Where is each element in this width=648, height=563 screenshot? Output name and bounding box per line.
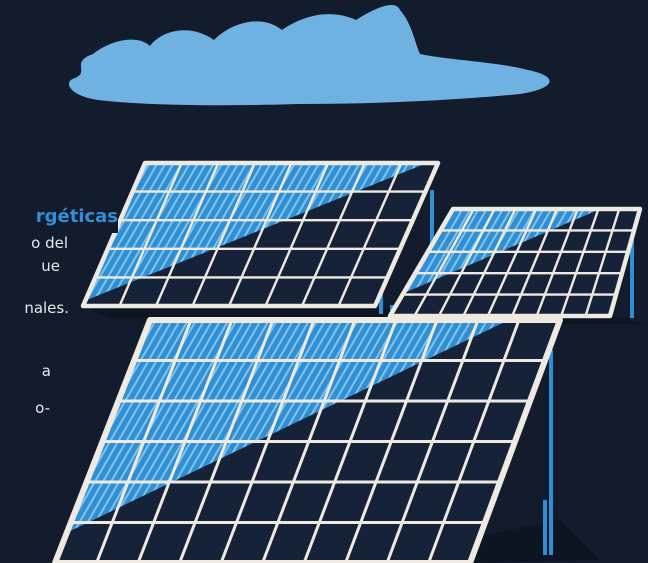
solar-panel-back-right-frame: [387, 206, 643, 319]
solar-panel-back-left-grid-line: [191, 162, 256, 307]
solar-panel-back-left-grid-line: [154, 162, 220, 307]
solar-panel-back-left-grid-line: [264, 162, 330, 307]
solar-panel-back-right-grid-line: [413, 208, 475, 317]
solar-panel-back-right-grid-line: [511, 208, 558, 317]
solar-panel-front-shadow: [470, 520, 600, 563]
solar-panel-back-right-grid-line: [486, 208, 538, 317]
solar-panel-front-post: [543, 500, 547, 555]
body-text-line-3: nales.: [0, 298, 69, 318]
solar-panel-back-left: [80, 160, 441, 318]
solar-panel-back-right-post: [630, 230, 634, 318]
solar-panel-front: [52, 317, 600, 563]
solar-panel-back-right-grid-line: [559, 208, 600, 317]
solar-panel-back-left-grid-line: [337, 162, 403, 307]
solar-panel-back-left-reflection: [85, 163, 428, 301]
solar-panel-back-left-grid-line: [118, 162, 183, 307]
body-text-line-4: a: [0, 361, 51, 381]
solar-panel-back-left-frame: [80, 160, 441, 309]
cloud-icon: [68, 5, 550, 106]
solar-panel-back-right-grid-line: [584, 208, 621, 317]
body-text-line-5: o-: [0, 398, 50, 418]
solar-panel-back-left-shadow: [83, 306, 420, 318]
solar-panel-back-right-grid-line: [437, 208, 496, 317]
solar-panel-back-left-grid-line: [300, 162, 366, 307]
solar-panel-front-post: [549, 350, 553, 555]
solar-panel-back-right-grid-line: [535, 208, 579, 317]
body-text-line-1: o del: [0, 233, 68, 253]
solar-panel-back-right-grid-line: [462, 208, 517, 317]
section-heading: rgéticas: [0, 203, 118, 233]
solar-panel-front-frame: [52, 317, 563, 563]
solar-panel-back-left-grid-line: [227, 162, 293, 307]
solar-panel-front-reflection: [66, 320, 509, 533]
solar-panel-back-left-post: [379, 292, 383, 314]
body-text-line-2: ue: [0, 256, 60, 276]
solar-panel-back-right: [387, 206, 648, 324]
